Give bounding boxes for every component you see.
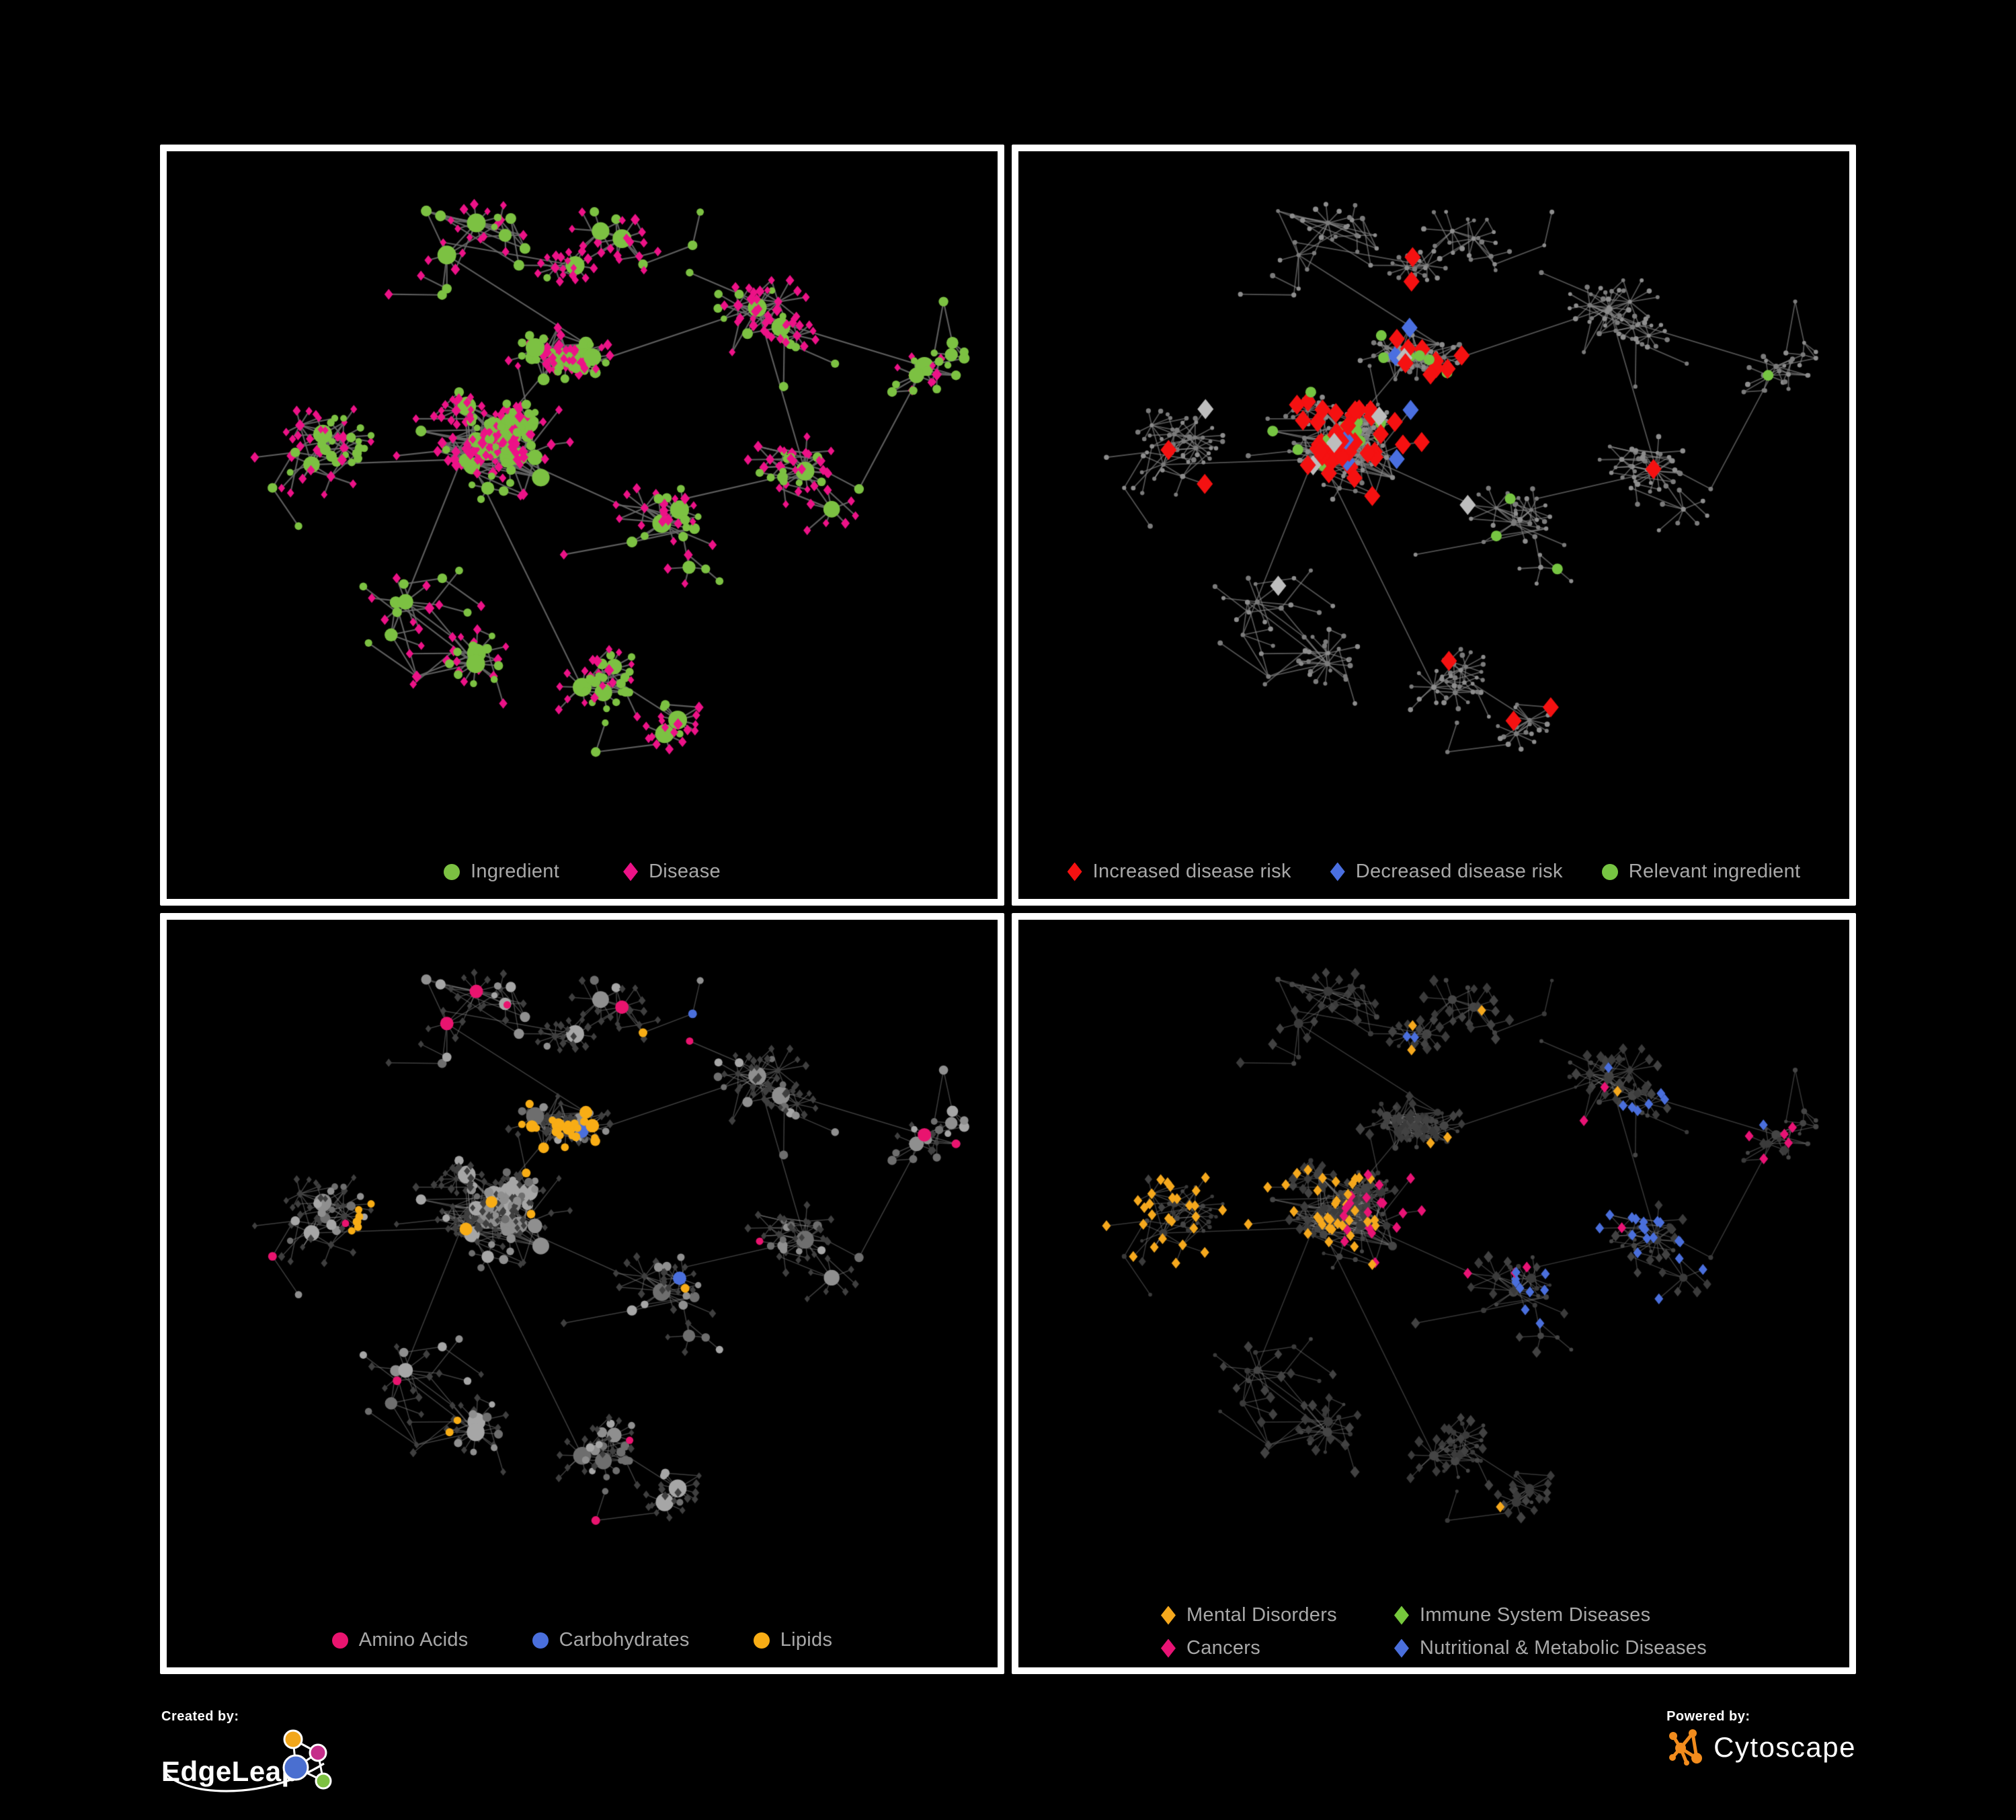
legend-item-mental-disorders: Mental Disorders	[1160, 1604, 1337, 1626]
panel-ingredient-disease: Ingredient Disease	[160, 145, 1004, 906]
ingredient-disease-legend: Ingredient Disease	[167, 861, 998, 883]
diamond-marker-icon	[1394, 1606, 1409, 1625]
legend-label: Immune System Diseases	[1419, 1604, 1651, 1626]
legend-item-disease: Disease	[623, 861, 721, 883]
ingredient-disease-network-canvas	[167, 151, 998, 830]
compound-classes-legend: Amino Acids Carbohydrates Lipids	[167, 1629, 998, 1651]
edgeleap-logo: EdgeLeap	[161, 1729, 332, 1792]
legend-label: Mental Disorders	[1186, 1604, 1337, 1626]
legend-label: Lipids	[780, 1629, 833, 1651]
legend-item-immune-system-diseases: Immune System Diseases	[1394, 1604, 1707, 1626]
legend-item-increased-disease-risk: Increased disease risk	[1067, 861, 1291, 883]
legend-label: Nutritional & Metabolic Diseases	[1419, 1637, 1707, 1659]
legend-item-carbohydrates: Carbohydrates	[532, 1629, 690, 1651]
diamond-marker-icon	[1330, 862, 1345, 881]
disease-classes-network-canvas	[1018, 920, 1849, 1599]
disease-risk-legend: Increased disease risk Decreased disease …	[1018, 861, 1849, 883]
legend-item-amino-acids: Amino Acids	[331, 1629, 469, 1651]
diamond-marker-icon	[1160, 1638, 1176, 1658]
edgeleap-node-green-icon	[315, 1772, 332, 1790]
legend-label: Decreased disease risk	[1355, 861, 1563, 882]
edgeleap-wordmark: EdgeLeap	[161, 1755, 299, 1787]
panel-disease-classes: Mental Disorders Immune System Diseases Ca…	[1012, 913, 1856, 1674]
cytoscape-logo-icon	[1669, 1729, 1703, 1766]
created-by-label: Created by:	[161, 1709, 239, 1724]
legend-label: Carbohydrates	[559, 1629, 690, 1651]
compound-classes-network-canvas	[167, 920, 998, 1599]
panel-compound-classes: Amino Acids Carbohydrates Lipids	[160, 913, 1004, 1674]
cytoscape-credit: Powered by: Cytoscape	[1666, 1709, 1856, 1768]
circle-marker-icon	[532, 1632, 549, 1649]
circle-marker-icon	[331, 1632, 348, 1649]
legend-item-relevant-ingredient: Relevant ingredient	[1601, 861, 1801, 883]
powered-by-label: Powered by:	[1666, 1709, 1750, 1724]
legend-label: Increased disease risk	[1092, 861, 1291, 882]
legend-item-lipids: Lipids	[753, 1629, 833, 1651]
legend-label: Cancers	[1186, 1637, 1261, 1659]
edgeleap-node-orange-icon	[283, 1729, 303, 1749]
circle-marker-icon	[1601, 863, 1618, 880]
circle-marker-icon	[444, 863, 460, 880]
diamond-marker-icon	[623, 862, 639, 881]
legend-label: Disease	[649, 861, 721, 882]
diamond-marker-icon	[1394, 1638, 1409, 1658]
legend-label: Ingredient	[471, 861, 560, 882]
legend-item-cancers: Cancers	[1160, 1637, 1337, 1659]
edgeleap-credit: Created by: EdgeLeap	[161, 1709, 363, 1810]
cytoscape-wordmark: Cytoscape	[1713, 1731, 1856, 1763]
diamond-marker-icon	[1067, 862, 1082, 881]
legend-item-ingredient: Ingredient	[444, 861, 559, 883]
edgeleap-node-blue-icon	[282, 1754, 309, 1781]
panels-grid: Ingredient Disease Increased disease risk…	[160, 145, 1856, 1674]
disease-classes-legend: Mental Disorders Immune System Diseases Ca…	[1018, 1604, 1849, 1659]
legend-label: Amino Acids	[358, 1629, 469, 1651]
legend-item-nutritional-metabolic-diseases: Nutritional & Metabolic Diseases	[1394, 1637, 1707, 1659]
legend-item-decreased-disease-risk: Decreased disease risk	[1330, 861, 1563, 883]
panel-disease-risk: Increased disease risk Decreased disease …	[1012, 145, 1856, 906]
legend-label: Relevant ingredient	[1628, 861, 1801, 882]
circle-marker-icon	[753, 1632, 770, 1649]
edgeleap-node-magenta-icon	[309, 1743, 327, 1762]
disease-risk-network-canvas	[1018, 151, 1849, 830]
diamond-marker-icon	[1160, 1606, 1176, 1625]
